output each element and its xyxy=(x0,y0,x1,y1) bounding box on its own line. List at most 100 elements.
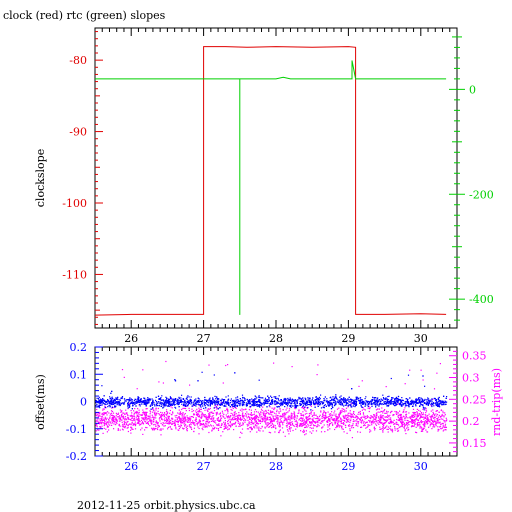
offset-point xyxy=(177,403,179,406)
rtt-point xyxy=(293,412,296,414)
offset-point xyxy=(190,403,192,405)
rtt-point xyxy=(102,408,104,410)
top-y2-tick-label: -200 xyxy=(469,188,494,201)
offset-point xyxy=(157,395,160,397)
rtt-point xyxy=(304,413,306,415)
offset-point xyxy=(202,405,204,407)
rtt-point xyxy=(356,421,358,423)
rtt-point xyxy=(369,424,371,426)
rtt-point xyxy=(115,422,117,424)
offset-point xyxy=(359,401,361,404)
rtt-point xyxy=(306,426,308,428)
rtt-point xyxy=(114,421,116,423)
offset-point xyxy=(161,399,163,402)
rtt-point xyxy=(264,421,266,423)
rtt-point xyxy=(160,414,162,416)
top-plot-frame xyxy=(94,27,458,329)
offset-point xyxy=(239,400,241,402)
offset-point xyxy=(167,404,170,406)
offset-point xyxy=(377,401,379,403)
rtt-point xyxy=(382,431,384,433)
offset-point xyxy=(334,396,336,398)
rtt-point xyxy=(346,432,348,434)
rtt-point xyxy=(256,431,258,433)
offset-point xyxy=(295,406,297,408)
offset-point xyxy=(445,397,447,399)
rtt-point xyxy=(173,421,175,423)
offset-point xyxy=(312,400,315,402)
rtt-point xyxy=(222,431,224,433)
rtt-point xyxy=(208,416,210,418)
offset-point xyxy=(177,399,179,401)
offset-point xyxy=(372,396,374,398)
rtt-point xyxy=(215,422,217,424)
offset-point xyxy=(186,398,188,400)
rtt-point xyxy=(441,427,443,429)
rtt-point xyxy=(332,423,334,425)
offset-point xyxy=(394,402,397,404)
series-line-rtc xyxy=(95,60,447,315)
offset-point xyxy=(114,400,116,402)
rtt-point xyxy=(259,419,261,421)
rtt-point xyxy=(382,430,384,432)
rtt-point xyxy=(324,418,326,420)
offset-point xyxy=(262,402,264,404)
offset-point xyxy=(296,402,298,404)
rtt-point xyxy=(427,417,429,420)
offset-point xyxy=(138,397,140,399)
offset-point xyxy=(223,405,225,407)
rtt-point xyxy=(179,425,181,427)
rtt-point xyxy=(349,421,351,423)
rtt-point xyxy=(429,415,431,418)
rtt-point xyxy=(229,422,231,424)
offset-point xyxy=(213,399,215,402)
rtt-point xyxy=(344,411,346,413)
offset-point xyxy=(291,402,293,405)
rtt-point xyxy=(122,418,124,420)
rtt-point xyxy=(341,409,343,412)
rtt-point xyxy=(102,409,104,411)
rtt-point xyxy=(95,420,97,422)
rtt-point xyxy=(404,407,406,409)
rtt-point xyxy=(425,407,427,409)
rtt-point xyxy=(396,428,398,430)
offset-point xyxy=(386,398,388,400)
rtt-point xyxy=(350,425,352,427)
rtt-point xyxy=(431,423,433,425)
rtt-point xyxy=(351,427,353,429)
rtt-point xyxy=(268,419,270,421)
rtt-point xyxy=(131,412,133,414)
offset-point xyxy=(163,406,165,408)
rtt-point xyxy=(135,418,137,420)
rtt-point xyxy=(380,416,382,418)
rtt-point xyxy=(349,410,351,412)
rtt-point xyxy=(269,413,271,415)
offset-point xyxy=(173,398,175,400)
rtt-point xyxy=(421,413,423,416)
rtt-point xyxy=(160,434,162,436)
offset-point xyxy=(241,401,243,403)
rtt-point xyxy=(332,418,334,420)
rtt-point xyxy=(327,419,329,421)
rtt-point xyxy=(372,417,374,419)
rtt-point xyxy=(207,422,209,424)
rtt-point xyxy=(247,428,250,430)
offset-point xyxy=(385,402,387,404)
top-y2-tick-label: 0 xyxy=(469,83,476,96)
series-points-offset xyxy=(95,371,448,411)
rtt-point xyxy=(412,416,414,418)
rtt-point xyxy=(136,388,138,390)
offset-point xyxy=(297,405,299,407)
rtt-point xyxy=(180,417,182,419)
offset-point xyxy=(380,398,382,400)
offset-point xyxy=(101,399,103,401)
rtt-point xyxy=(155,414,157,416)
offset-point xyxy=(220,399,222,401)
rtt-point xyxy=(216,413,218,415)
rtt-point xyxy=(438,429,440,431)
rtt-point xyxy=(387,426,390,428)
rtt-point xyxy=(236,415,238,417)
offset-point xyxy=(401,402,403,404)
offset-point xyxy=(410,403,413,405)
rtt-point xyxy=(425,429,427,431)
